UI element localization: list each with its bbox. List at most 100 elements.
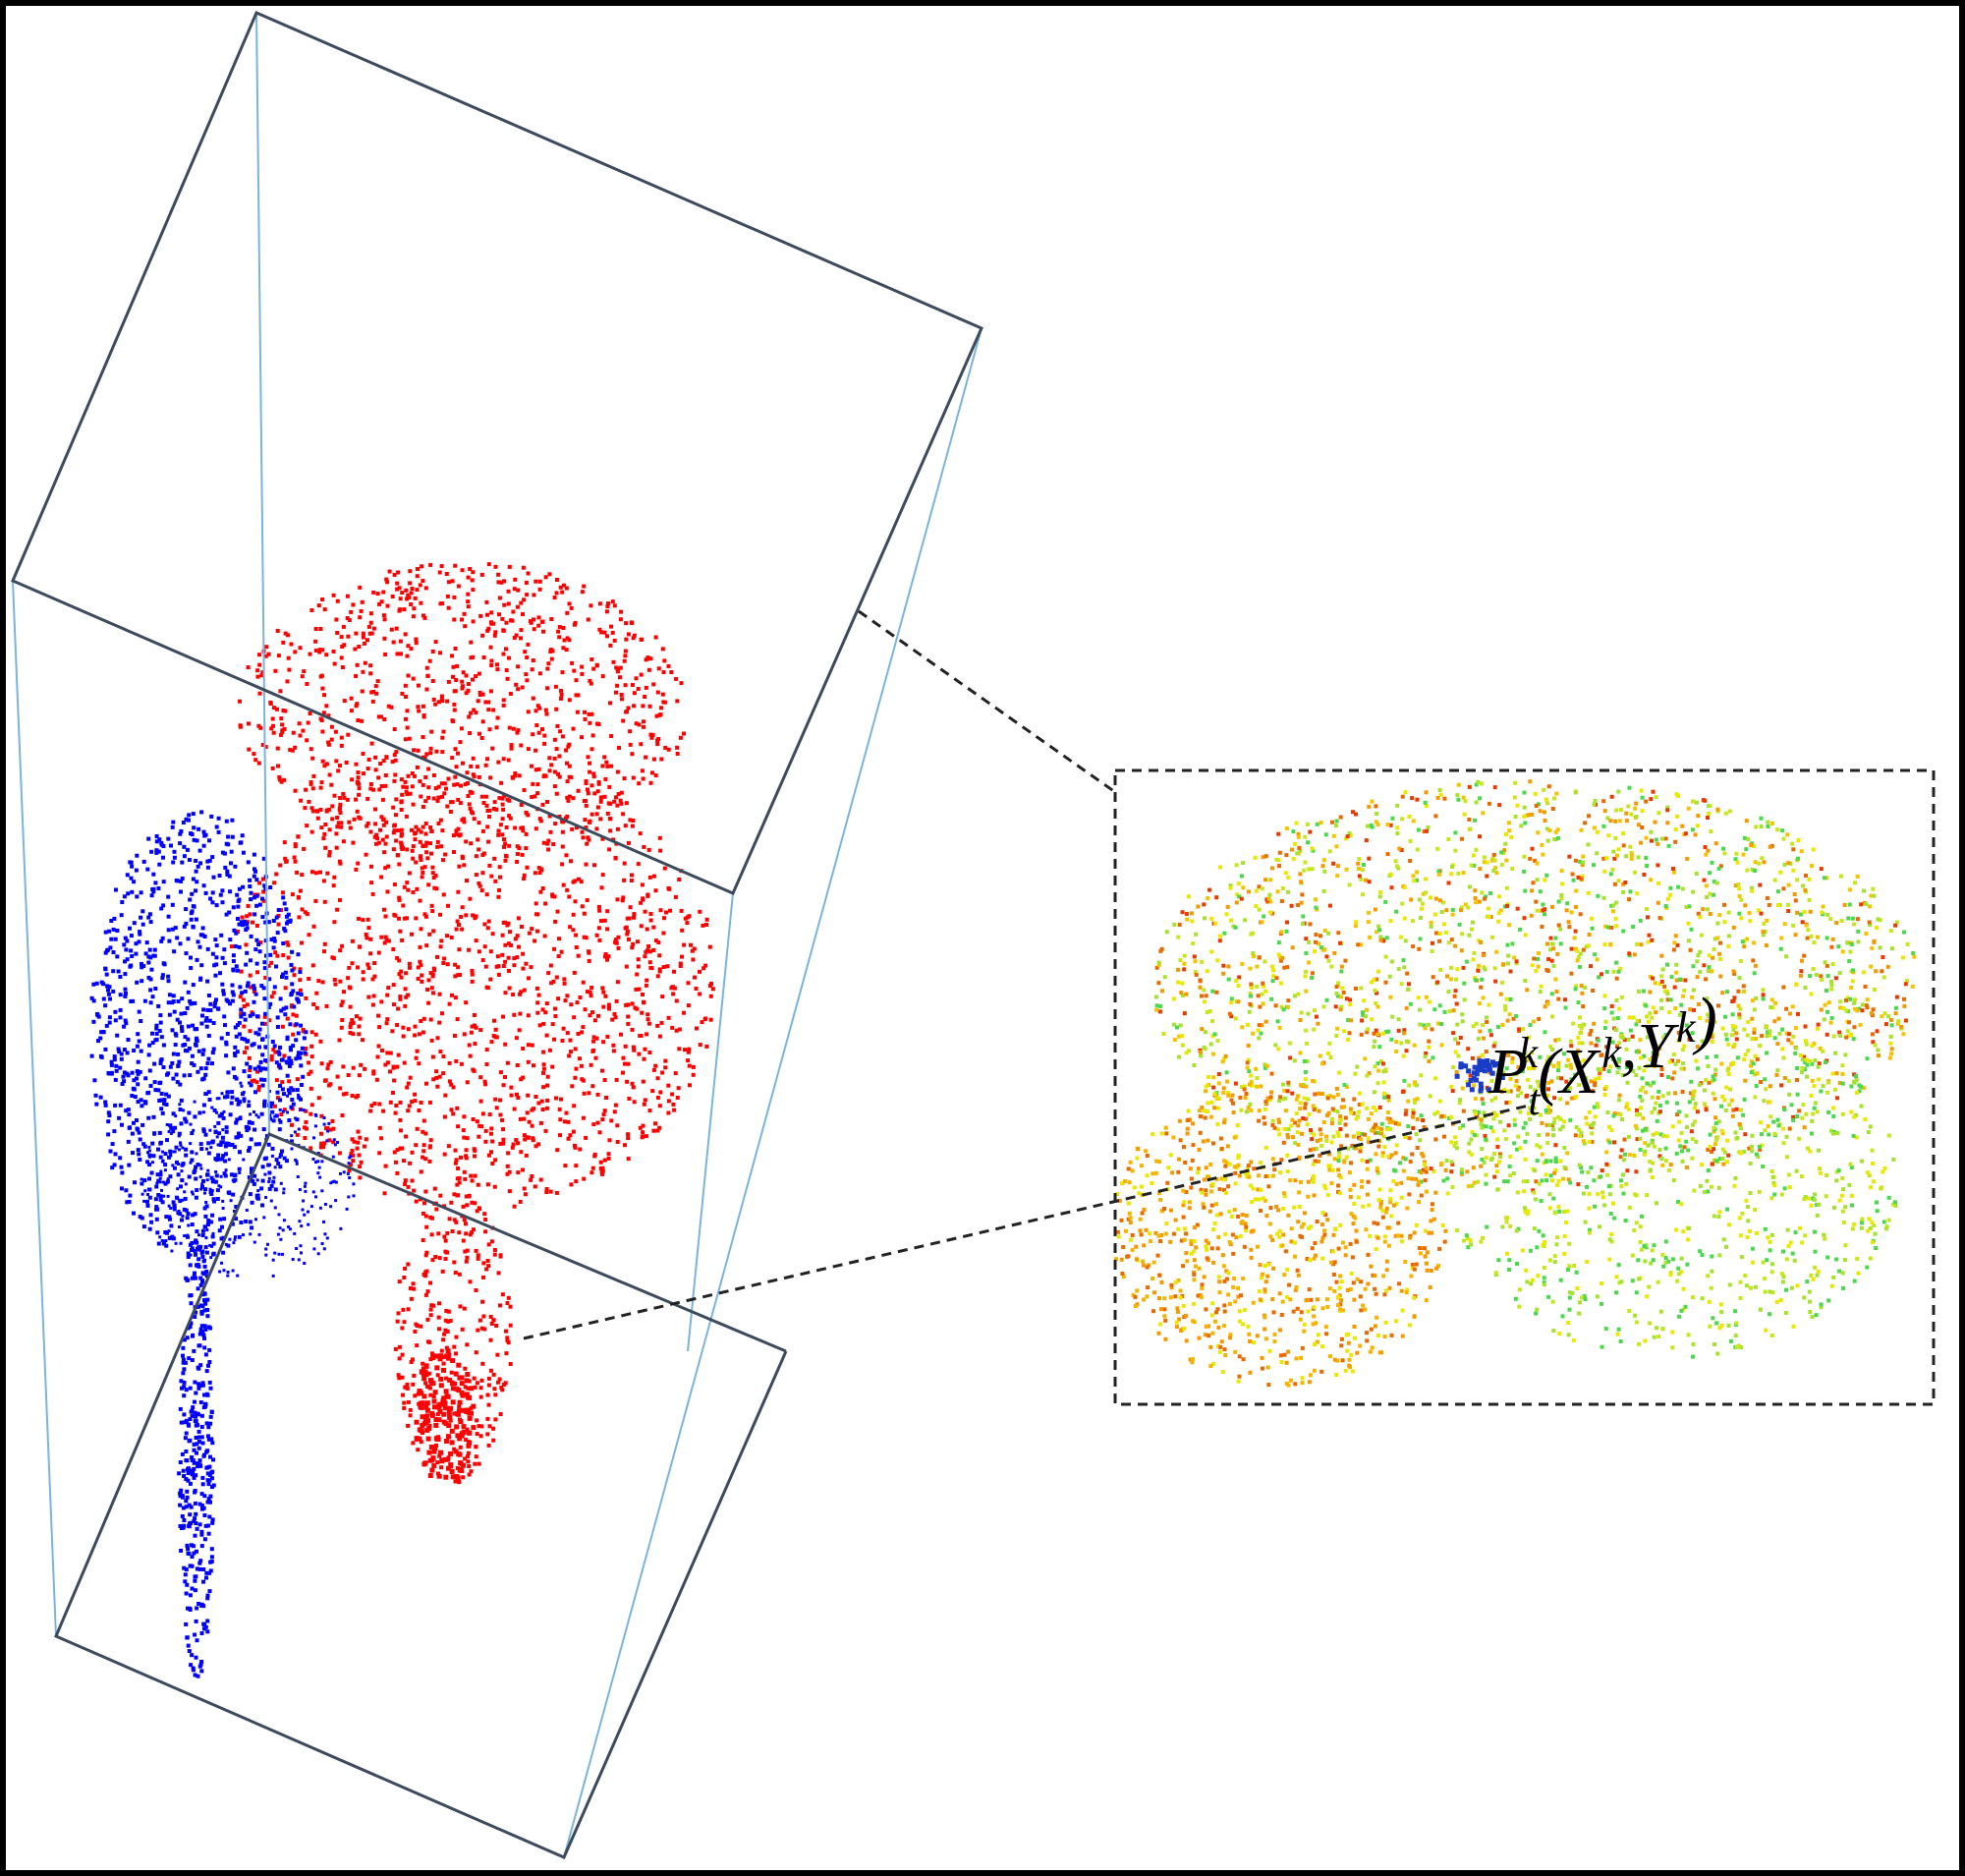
point <box>321 711 326 715</box>
point <box>341 1092 346 1097</box>
point <box>573 1047 578 1052</box>
point <box>676 1086 681 1091</box>
point <box>439 781 444 786</box>
point <box>383 1062 388 1067</box>
point <box>574 693 579 698</box>
point <box>381 1109 386 1113</box>
point <box>190 1472 195 1477</box>
point <box>313 871 318 876</box>
point <box>170 1060 175 1065</box>
point <box>594 826 599 831</box>
point <box>277 777 282 782</box>
point <box>440 735 445 740</box>
point <box>103 1003 108 1008</box>
point <box>217 1184 221 1188</box>
point <box>503 942 508 947</box>
point <box>263 938 268 943</box>
point <box>1671 867 1675 871</box>
point <box>1863 985 1868 989</box>
point <box>647 949 652 954</box>
point <box>192 1448 196 1452</box>
point <box>658 848 663 853</box>
point <box>1573 929 1578 934</box>
point <box>421 1366 425 1371</box>
point <box>356 861 361 866</box>
point <box>464 1000 469 1005</box>
point <box>168 1064 173 1069</box>
point <box>204 1421 209 1426</box>
point <box>483 794 488 799</box>
point <box>477 693 482 697</box>
point <box>401 784 406 789</box>
point <box>1506 821 1511 825</box>
point <box>135 894 140 899</box>
point <box>430 1381 436 1387</box>
point <box>474 854 478 859</box>
point <box>446 1405 452 1411</box>
point <box>591 771 596 776</box>
point <box>149 849 154 854</box>
point <box>140 1122 145 1127</box>
point <box>168 1123 173 1128</box>
point <box>478 1075 483 1080</box>
point <box>470 1200 475 1205</box>
point <box>558 729 563 734</box>
point <box>234 1217 239 1222</box>
point <box>187 858 192 862</box>
point <box>602 1158 607 1163</box>
point <box>158 1172 163 1177</box>
point <box>214 1173 219 1178</box>
point <box>1494 949 1499 954</box>
point <box>454 927 459 932</box>
point <box>1182 961 1187 966</box>
point <box>466 575 471 580</box>
point <box>254 938 259 942</box>
point <box>271 1258 275 1262</box>
point <box>429 729 434 734</box>
point <box>253 1173 257 1178</box>
point <box>205 1222 210 1226</box>
point <box>142 1178 146 1182</box>
point <box>602 630 607 635</box>
point <box>270 1146 275 1151</box>
point <box>226 1274 230 1278</box>
point <box>105 984 110 989</box>
point <box>164 1243 169 1248</box>
point <box>1608 872 1613 877</box>
point <box>335 824 340 829</box>
point <box>1424 890 1428 895</box>
point <box>482 1212 487 1217</box>
point <box>1460 932 1465 937</box>
point <box>581 835 586 840</box>
point <box>344 761 349 765</box>
point <box>298 888 303 893</box>
point <box>377 1125 382 1130</box>
point <box>393 823 397 827</box>
point <box>1402 965 1407 970</box>
point <box>175 1080 180 1085</box>
point <box>96 1039 100 1044</box>
point <box>208 1414 213 1419</box>
point <box>233 1052 237 1056</box>
point <box>161 1043 166 1048</box>
point <box>176 999 181 1003</box>
point <box>410 784 415 789</box>
point <box>393 1110 398 1115</box>
point <box>442 1405 448 1411</box>
point <box>108 1149 113 1154</box>
point <box>456 973 461 978</box>
point <box>281 941 286 945</box>
point <box>468 896 473 901</box>
point <box>421 805 425 809</box>
point <box>338 796 343 800</box>
point <box>662 866 667 871</box>
point <box>193 1212 197 1217</box>
point <box>392 778 397 783</box>
point <box>171 1111 176 1116</box>
point <box>338 1086 343 1091</box>
point <box>503 858 508 863</box>
point <box>398 1117 403 1122</box>
point <box>1277 1025 1282 1030</box>
point <box>453 974 458 979</box>
point <box>604 760 609 765</box>
